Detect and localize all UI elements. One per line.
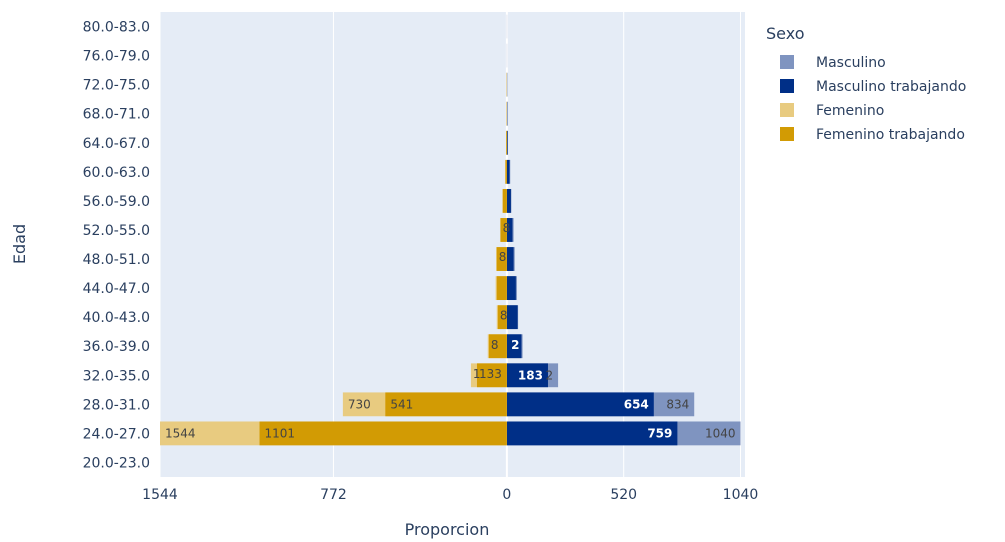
data-label: 1 — [473, 367, 481, 381]
x-tick-label: 520 — [610, 487, 637, 503]
bar-masculino-trabajando — [506, 218, 513, 242]
legend-label: Masculino — [816, 55, 886, 71]
bar-masculino-trabajando — [506, 363, 548, 388]
bar-femenino-trabajando — [488, 334, 507, 359]
legend-item-masculino-trabajando[interactable]: Masculino trabajando — [780, 79, 966, 95]
bar-femenino-trabajando — [497, 305, 507, 330]
y-tick-label: 40.0-43.0 — [83, 310, 150, 326]
legend-label: Masculino trabajando — [816, 79, 966, 95]
legend-item-femenino-trabajando[interactable]: Femenino trabajando — [780, 127, 965, 143]
x-tick-label: 772 — [320, 487, 347, 503]
y-tick-label: 68.0-71.0 — [83, 107, 150, 123]
y-tick-label: 32.0-35.0 — [83, 368, 150, 384]
data-label: 1040 — [705, 427, 736, 441]
bar-masculino-trabajando — [506, 159, 510, 184]
bar-masculino-trabajando — [506, 392, 654, 417]
data-label: 183 — [518, 368, 543, 382]
y-tick-label: 80.0-83.0 — [83, 20, 150, 36]
x-tick-label: 0 — [502, 487, 511, 503]
data-label: 8 — [503, 221, 511, 235]
legend-item-femenino[interactable]: Femenino — [780, 103, 884, 119]
legend-swatch — [780, 103, 794, 117]
y-axis-title: Edad — [10, 224, 29, 264]
data-label: 8 — [491, 338, 499, 352]
y-tick-label: 28.0-31.0 — [83, 397, 150, 413]
data-label: 8 — [499, 250, 507, 264]
legend-label: Femenino trabajando — [816, 127, 965, 143]
bar-masculino-trabajando — [506, 421, 678, 446]
bar-femenino-trabajando — [259, 421, 507, 446]
data-label: 1101 — [265, 427, 296, 441]
bar-masculino-trabajando — [506, 247, 514, 271]
y-tick-label: 76.0-79.0 — [83, 49, 150, 65]
legend-label: Femenino — [816, 103, 884, 119]
y-tick-label: 44.0-47.0 — [83, 281, 150, 297]
x-axis-title: Proporcion — [405, 520, 490, 539]
data-label: 1544 — [165, 427, 196, 441]
legend-swatch — [780, 79, 794, 93]
data-label: 8 — [500, 308, 508, 322]
bar-femenino-trabajando — [500, 218, 507, 242]
bar-femenino-trabajando — [496, 247, 507, 271]
data-label: 2 — [545, 368, 553, 382]
y-tick-label: 64.0-67.0 — [83, 136, 150, 152]
bar-masculino-trabajando — [506, 276, 516, 301]
bar-masculino-trabajando — [506, 188, 511, 213]
y-tick-label: 72.0-75.0 — [83, 78, 150, 94]
y-tick-label: 60.0-63.0 — [83, 165, 150, 181]
data-label: 834 — [666, 398, 689, 412]
legend-swatch — [780, 127, 794, 141]
x-axis-ticks: 1544 772 0 520 1040 — [142, 487, 758, 503]
legend-item-masculino[interactable]: Masculino — [780, 55, 886, 71]
legend[interactable]: Masculino Masculino trabajando Femenino Fem… — [780, 55, 966, 143]
data-label: 730 — [348, 398, 371, 412]
data-label: 759 — [647, 427, 672, 441]
bar-femenino-trabajando — [496, 276, 507, 301]
y-tick-label: 20.0-23.0 — [83, 455, 150, 471]
y-tick-label: 24.0-27.0 — [83, 426, 150, 442]
data-label: 133 — [479, 367, 502, 381]
legend-title: Sexo — [766, 24, 804, 43]
bars — [160, 14, 741, 446]
data-label: 2 — [511, 338, 519, 352]
data-label: 654 — [624, 398, 649, 412]
y-axis-ticks: 20.0-23.0 24.0-27.0 28.0-31.0 32.0-35.0 36.0… — [83, 20, 150, 472]
bar-femenino-trabajando — [502, 188, 507, 213]
x-tick-label: 1544 — [142, 487, 178, 503]
x-tick-label: 1040 — [723, 487, 759, 503]
y-tick-label: 52.0-55.0 — [83, 223, 150, 239]
bar-femenino-trabajando — [506, 130, 507, 155]
bar-masculino-trabajando — [506, 130, 508, 155]
bar-femenino-trabajando — [385, 392, 507, 417]
y-tick-label: 36.0-39.0 — [83, 339, 150, 355]
bar-femenino-trabajando — [505, 159, 507, 184]
bar-femenino-trabajando — [476, 363, 507, 388]
y-tick-label: 48.0-51.0 — [83, 252, 150, 268]
y-tick-label: 56.0-59.0 — [83, 194, 150, 210]
legend-swatch — [780, 55, 794, 69]
data-label: 541 — [390, 398, 413, 412]
bar-masculino-trabajando — [506, 334, 522, 359]
bar-masculino-trabajando — [506, 305, 518, 330]
